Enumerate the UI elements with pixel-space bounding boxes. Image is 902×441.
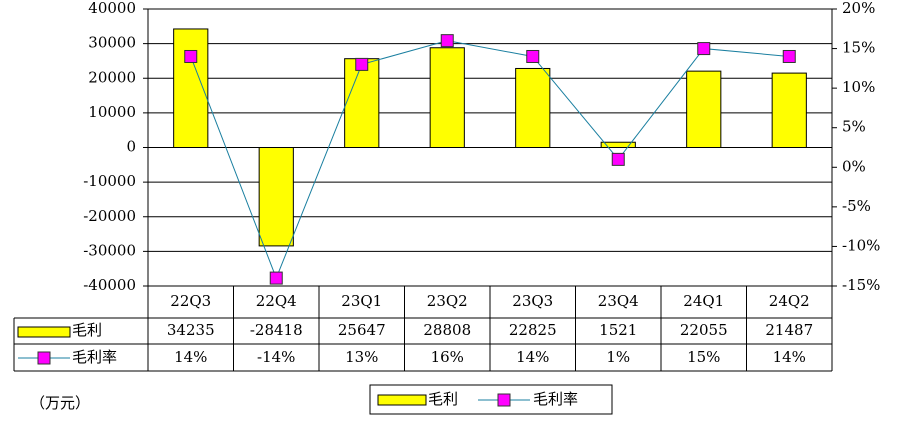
bar bbox=[771, 72, 807, 148]
line-marker bbox=[782, 49, 796, 63]
line-marker bbox=[440, 34, 454, 48]
y-tick-label: -20000 bbox=[83, 207, 136, 225]
y2-tick-label: -5% bbox=[842, 197, 871, 215]
y-tick-label: 20000 bbox=[88, 68, 136, 86]
y-tick-label: 30000 bbox=[88, 34, 136, 52]
line bbox=[190, 40, 790, 280]
bar bbox=[686, 70, 722, 148]
table-value: 14% bbox=[516, 348, 549, 366]
table-series-name: 毛利率 bbox=[72, 348, 117, 366]
line-marker bbox=[526, 49, 540, 63]
x-tick-label: 23Q2 bbox=[427, 292, 468, 310]
y2-tick-label: 10% bbox=[842, 78, 875, 96]
table-value: 1% bbox=[606, 348, 630, 366]
y-tick-label: -10000 bbox=[83, 172, 136, 190]
table-value: 28808 bbox=[423, 321, 471, 339]
y-tick-label: -40000 bbox=[83, 276, 136, 294]
x-tick-label: 22Q4 bbox=[256, 292, 297, 310]
y-tick-label: 10000 bbox=[88, 103, 136, 121]
bar bbox=[515, 67, 551, 148]
bar bbox=[600, 141, 636, 148]
y2-tick-label: -10% bbox=[842, 236, 880, 254]
y2-tick-label: 15% bbox=[842, 39, 875, 57]
y2-tick-label: -15% bbox=[842, 276, 880, 294]
table-value: -28418 bbox=[250, 321, 303, 339]
table-value: 15% bbox=[687, 348, 720, 366]
line-marker bbox=[355, 57, 369, 71]
legend-label: 毛利 bbox=[428, 390, 458, 408]
unit-label: （万元） bbox=[30, 394, 90, 412]
bar bbox=[344, 58, 380, 148]
x-tick-label: 23Q4 bbox=[598, 292, 639, 310]
x-tick-label: 24Q2 bbox=[769, 292, 810, 310]
y2-tick-label: 20% bbox=[842, 0, 875, 17]
table-series-name: 毛利 bbox=[72, 321, 102, 339]
line-marker bbox=[697, 42, 711, 56]
table-bar-key bbox=[17, 326, 71, 338]
legend-marker-key bbox=[497, 393, 511, 407]
table-value: 22825 bbox=[509, 321, 557, 339]
table-value: 14% bbox=[174, 348, 207, 366]
table-value: 14% bbox=[773, 348, 806, 366]
y2-tick-label: 0% bbox=[842, 157, 866, 175]
table-value: 34235 bbox=[167, 321, 215, 339]
line-marker bbox=[269, 271, 283, 285]
bar bbox=[429, 47, 465, 149]
table-value: 21487 bbox=[765, 321, 813, 339]
y-tick-label: 40000 bbox=[88, 0, 136, 17]
legend-label: 毛利率 bbox=[533, 390, 578, 408]
x-tick-label: 23Q3 bbox=[512, 292, 553, 310]
line-marker bbox=[611, 152, 625, 166]
table-value: 1521 bbox=[599, 321, 637, 339]
y-tick-label: -30000 bbox=[83, 241, 136, 259]
table-value: -14% bbox=[257, 348, 295, 366]
table-value: 25647 bbox=[338, 321, 386, 339]
y2-tick-label: 5% bbox=[842, 118, 866, 136]
table-marker-key bbox=[37, 351, 51, 365]
bar bbox=[173, 28, 209, 149]
x-tick-label: 22Q3 bbox=[170, 292, 211, 310]
bar bbox=[258, 147, 294, 247]
table-value: 16% bbox=[431, 348, 464, 366]
table-value: 22055 bbox=[680, 321, 728, 339]
legend-bar-key bbox=[377, 394, 427, 406]
y-tick-label: 0 bbox=[126, 138, 136, 156]
table-value: 13% bbox=[345, 348, 378, 366]
x-tick-label: 24Q1 bbox=[683, 292, 724, 310]
line-marker bbox=[184, 49, 198, 63]
x-tick-label: 23Q1 bbox=[341, 292, 382, 310]
